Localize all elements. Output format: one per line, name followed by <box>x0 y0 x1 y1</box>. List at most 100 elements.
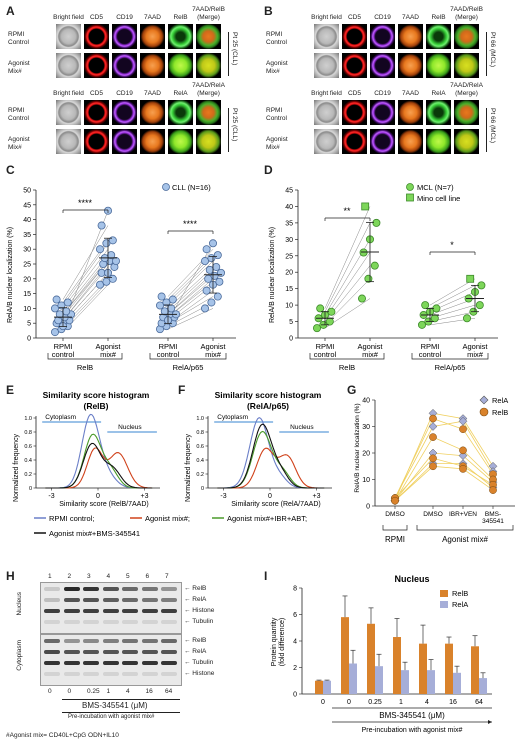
wb-band <box>122 661 138 665</box>
wb-band <box>102 587 119 591</box>
wb-band-label: ← RelA <box>184 596 207 603</box>
wb-band <box>44 587 60 591</box>
x-tick-label: control <box>52 350 75 359</box>
wb-band <box>83 620 99 624</box>
data-point <box>52 295 61 304</box>
legend-label: RelA <box>452 600 468 609</box>
imaging-row-label: Agonist Mix# <box>8 136 30 151</box>
wb-band <box>44 620 60 624</box>
panel-label-d: D <box>264 163 273 177</box>
wb-band-label: ← Histone <box>184 670 215 677</box>
imaging-cell-bf <box>314 100 339 125</box>
panel-f-title-1: Similarity score histogram <box>215 390 322 400</box>
y-tick-label: 8 <box>293 586 297 593</box>
rela-line <box>394 412 494 501</box>
x-tick-label: 64 <box>475 699 483 706</box>
data-point <box>417 320 426 329</box>
y-tick-label: 0.4 <box>24 458 32 464</box>
imaging-cell-merge <box>196 129 221 154</box>
imaging-patient-label: Pt 25 (CLL) <box>228 108 238 152</box>
relb-line <box>394 436 494 501</box>
data-point <box>63 298 72 307</box>
imaging-header: 7AAD/RelB (Merge) <box>450 6 483 21</box>
imaging-cell-merge <box>454 24 479 49</box>
data-point <box>51 304 60 313</box>
bar-rela <box>323 680 331 694</box>
y-tick-label: 4 <box>293 639 297 646</box>
legend-ef-agonist: Agonist mix#; <box>145 514 190 523</box>
y-tick-label: 5 <box>289 319 293 326</box>
bar-rela <box>349 663 357 694</box>
data-point <box>96 280 105 289</box>
pair-line <box>324 206 371 309</box>
imaging-cell-cd5 <box>342 53 367 78</box>
x-tick-label: Agonist <box>357 342 383 351</box>
data-point <box>421 301 430 310</box>
imaging-cell-relb <box>426 100 451 125</box>
data-point <box>212 262 221 271</box>
wb-bms-label: BMS-345541 (μM) <box>82 701 148 710</box>
imaging-header: 7AAD <box>144 90 161 97</box>
imaging-header: CD5 <box>347 14 361 21</box>
wb-band-label: ← Tubulin <box>184 618 214 625</box>
y-tick-label: 15 <box>285 286 293 293</box>
y-tick-label: 40 <box>23 217 31 224</box>
data-point <box>96 245 105 254</box>
imaging-cell-cd5 <box>342 100 367 125</box>
imaging-cell-cd19 <box>370 100 395 125</box>
histogram-curve <box>217 447 325 489</box>
imaging-header: Bright field <box>311 14 342 21</box>
legend-swatch <box>440 601 448 608</box>
x-tick-label: DMSO <box>385 511 405 518</box>
imaging-row-label: RPMI Control <box>266 31 287 46</box>
wb-lane-number: 1 <box>48 573 52 580</box>
nucleus-label: Nucleus <box>118 424 142 431</box>
data-point <box>202 245 211 254</box>
panel-d-legend-mcl: MCL (N=7) <box>417 183 454 192</box>
y-tick-label: 25 <box>23 262 31 269</box>
rela-point <box>428 422 438 431</box>
wb-band <box>44 672 60 676</box>
data-point-square <box>466 274 475 283</box>
x-tick-label: +3 <box>313 493 321 500</box>
panel-g-legend-relb: RelB <box>492 408 508 417</box>
wb-lane-number: 5 <box>126 573 130 580</box>
cytoplasm-label: Cytoplasm <box>45 414 76 421</box>
y-tick-label: 0.6 <box>196 444 204 450</box>
wb-band <box>83 672 99 676</box>
wb-band <box>44 661 60 665</box>
rela-point <box>458 416 468 426</box>
imaging-cell-relb <box>426 53 451 78</box>
imaging-patient-label: Pt 66 (MCL) <box>486 108 496 152</box>
x-tick-label: 16 <box>449 699 457 706</box>
imaging-cell-bf <box>56 24 81 49</box>
wb-band-label: ← RelB <box>184 637 207 644</box>
pair-line <box>167 257 214 303</box>
y-tick-label: 45 <box>23 202 31 209</box>
bar-relb <box>471 646 479 694</box>
bar-rela <box>427 670 435 694</box>
data-point <box>155 301 164 310</box>
panel-label-g: G <box>347 383 357 397</box>
histogram-curve <box>217 423 325 489</box>
data-point <box>316 304 325 313</box>
y-tick-label: 0 <box>289 336 293 343</box>
imaging-cell-aad <box>398 129 423 154</box>
wb-band <box>83 587 99 591</box>
wb-lane-number: 3 <box>87 573 91 580</box>
wb-dose-label: 0.25 <box>87 688 100 695</box>
imaging-cell-bf <box>314 129 339 154</box>
panel-c-sig-2: **** <box>183 219 198 229</box>
x-tick-label: BMS- <box>485 511 501 518</box>
panel-d-bracket-relb: RelB <box>339 363 355 372</box>
wb-band <box>63 672 80 676</box>
relb-line <box>394 457 494 499</box>
panel-d-legend-marker-mino <box>406 193 414 202</box>
imaging-cell-relb <box>168 24 193 49</box>
y-tick-label: 50 <box>23 188 31 195</box>
histogram-curve <box>45 433 153 489</box>
data-point <box>108 236 117 245</box>
imaging-cell-relb <box>168 129 193 154</box>
x-tick-label: 4 <box>425 699 429 706</box>
imaging-cell-relb <box>168 53 193 78</box>
